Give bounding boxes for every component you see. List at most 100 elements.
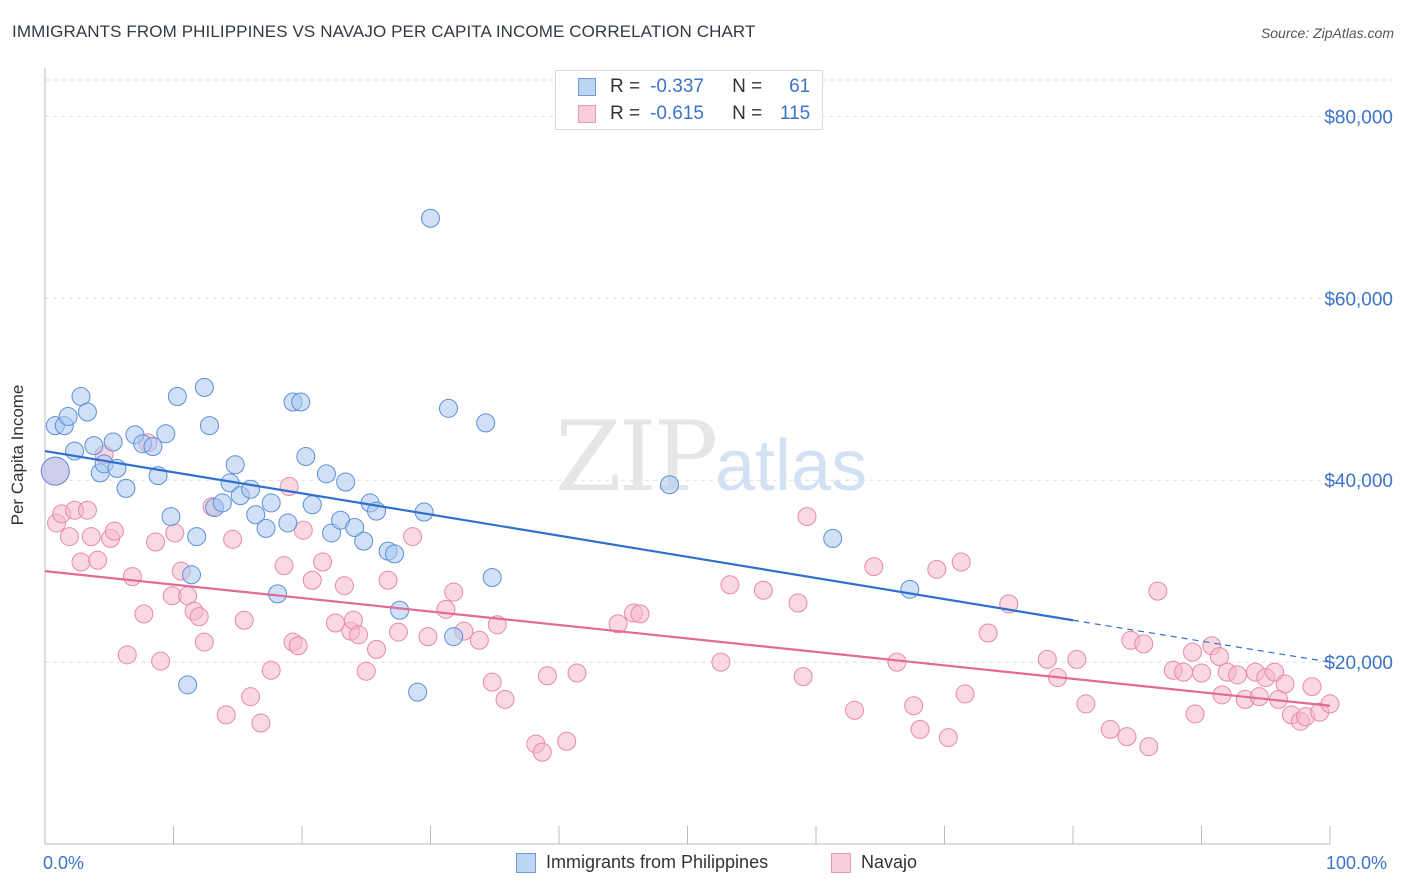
- navajo-point: [927, 559, 947, 579]
- legend-label: Immigrants from Philippines: [546, 852, 769, 872]
- navajo-point: [1320, 694, 1340, 714]
- navajo-point: [81, 527, 101, 547]
- r-value: -0.615: [650, 103, 704, 124]
- philippines-point: [178, 675, 198, 695]
- navajo-point: [1192, 663, 1211, 683]
- navajo-point: [261, 660, 281, 680]
- navajo-point: [1227, 665, 1247, 685]
- x-tick-max: 100.0%: [1326, 853, 1388, 873]
- navajo-point: [482, 672, 502, 692]
- source-label: Source: ZipAtlas.com: [1260, 25, 1394, 41]
- navajo-point: [567, 663, 587, 683]
- philippines-trend-extension: [1072, 619, 1331, 663]
- navajo-point: [223, 529, 243, 549]
- navajo-point: [134, 604, 154, 624]
- navajo-point: [904, 696, 924, 716]
- philippines-point: [187, 527, 207, 547]
- watermark-zip: ZIP: [555, 401, 716, 513]
- navajo-point: [845, 700, 865, 720]
- navajo-point: [495, 689, 515, 709]
- philippines-point: [296, 447, 316, 467]
- navajo-point: [302, 570, 322, 590]
- navajo-point: [104, 521, 124, 541]
- philippines-point: [900, 579, 920, 599]
- navajo-point: [797, 507, 817, 527]
- philippines-swatch: [516, 852, 536, 873]
- navajo-point: [711, 652, 731, 672]
- navajo-point: [77, 500, 97, 520]
- navajo-point: [793, 667, 813, 687]
- philippines-point: [660, 475, 680, 495]
- legend-label: Navajo: [861, 852, 918, 872]
- navajo-trend-line: [44, 570, 1331, 707]
- navajo-point: [234, 610, 254, 630]
- navajo-point: [1134, 634, 1154, 654]
- grid-lines: [45, 79, 1392, 663]
- navajo-point: [1139, 737, 1159, 757]
- navajo-point: [1183, 642, 1203, 662]
- philippines-point: [116, 478, 136, 498]
- navajo-point: [88, 550, 108, 570]
- legend-row-philippines: R = -0.337 N = 61: [578, 75, 810, 99]
- navajo-point: [1275, 674, 1295, 694]
- philippines-point: [199, 416, 219, 436]
- philippines-point: [385, 544, 405, 564]
- navajo-point: [788, 593, 808, 613]
- y-tick-labels: $20,000 $40,000 $60,000 $80,000: [1324, 107, 1393, 674]
- y-tick-label: $40,000: [1324, 471, 1393, 492]
- navajo-point: [753, 580, 773, 600]
- watermark-atlas: atlas: [715, 426, 867, 506]
- philippines-point: [181, 565, 201, 585]
- philippines-point: [261, 493, 281, 513]
- navajo-point: [1117, 727, 1137, 747]
- n-label: N =: [732, 103, 763, 124]
- navajo-point: [189, 607, 209, 627]
- navajo-point: [288, 636, 308, 656]
- philippines-point: [421, 208, 440, 228]
- correlation-legend: R = -0.337 N = 61 R = -0.615 N = 115: [555, 70, 823, 130]
- navajo-point: [1302, 677, 1322, 697]
- watermark: ZIP atlas: [555, 401, 867, 513]
- philippines-point: [143, 437, 163, 457]
- navajo-point: [334, 576, 354, 596]
- philippines-swatch: [578, 78, 596, 96]
- philippines-point: [278, 513, 298, 533]
- navajo-point: [356, 661, 376, 681]
- navajo-point: [864, 557, 884, 577]
- y-tick-label: $20,000: [1324, 653, 1393, 674]
- philippines-point: [84, 436, 104, 456]
- n-label: N =: [732, 76, 763, 97]
- navajo-point: [537, 666, 557, 686]
- philippines-point: [390, 600, 410, 620]
- philippines-point: [225, 455, 245, 475]
- navajo-point: [720, 575, 740, 595]
- navajo-point: [194, 632, 214, 652]
- philippines-point: [246, 505, 266, 525]
- navajo-point: [978, 623, 998, 643]
- n-value: 115: [779, 103, 811, 124]
- philippines-point: [194, 377, 214, 397]
- navajo-point: [251, 713, 271, 733]
- navajo-point: [557, 731, 577, 751]
- y-tick-label: $80,000: [1324, 107, 1393, 128]
- x-tick-min: 0.0%: [43, 853, 85, 873]
- navajo-point: [469, 630, 489, 650]
- navajo-point: [1148, 581, 1168, 601]
- navajo-point: [951, 552, 971, 572]
- navajo-point: [71, 552, 91, 572]
- r-label: R =: [610, 103, 641, 124]
- navajo-point: [1100, 719, 1120, 739]
- r-value: -0.337: [650, 76, 704, 97]
- philippines-point: [354, 531, 374, 551]
- n-value: 61: [789, 76, 811, 97]
- navajo-point: [938, 728, 958, 748]
- philippines-point: [438, 398, 458, 418]
- navajo-point: [1067, 649, 1087, 669]
- series-legend: Immigrants from Philippines Navajo: [0, 852, 1406, 878]
- navajo-point: [59, 527, 79, 547]
- philippines-point: [156, 424, 176, 444]
- philippines-point: [823, 528, 843, 548]
- philippines-point: [58, 407, 78, 427]
- y-tick-label: $60,000: [1324, 289, 1393, 310]
- navajo-point: [955, 684, 975, 704]
